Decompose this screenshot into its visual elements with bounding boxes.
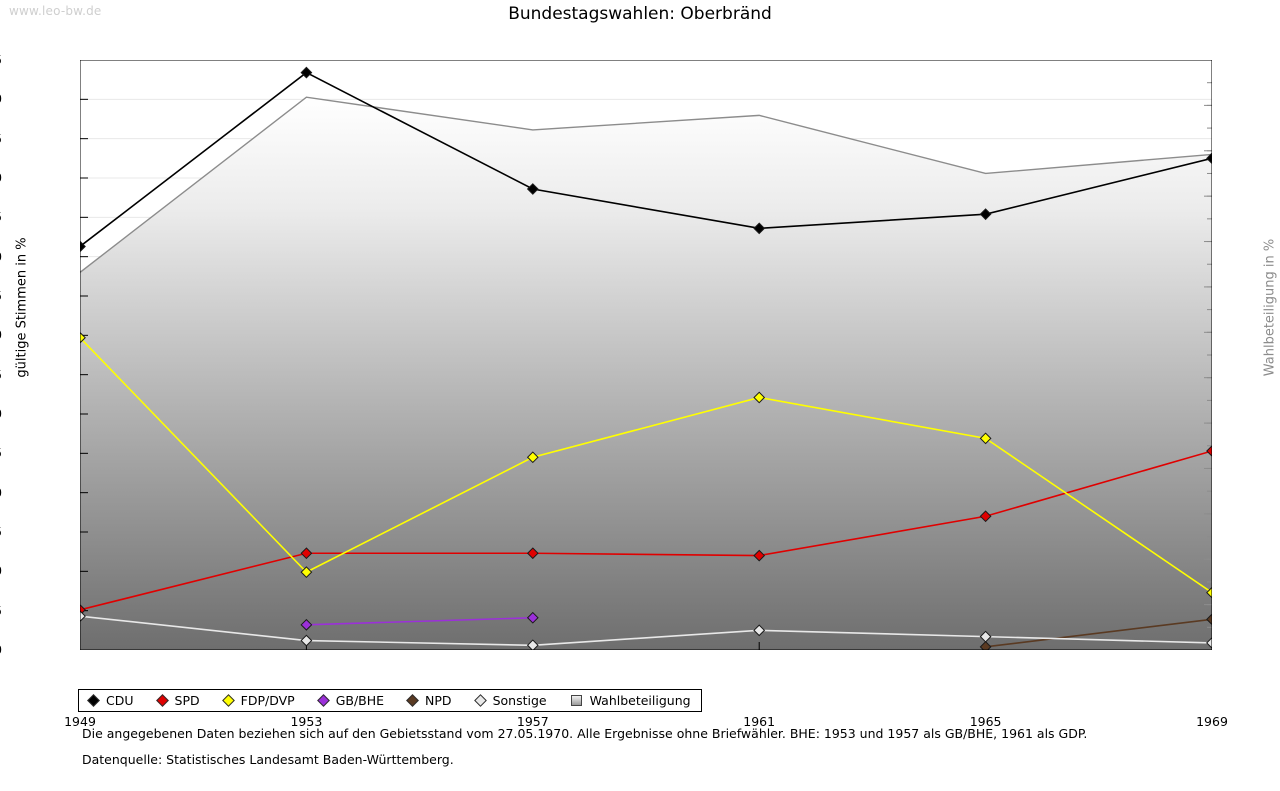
- wahlbeteiligung-area: [79, 96, 1213, 650]
- legend-item-spd[interactable]: SPD: [155, 693, 200, 708]
- legend-label: NPD: [425, 693, 452, 708]
- legend-label: Sonstige: [492, 693, 547, 708]
- left-tick-30: 30: [0, 407, 2, 421]
- data-point: [526, 547, 539, 560]
- data-point: [300, 634, 313, 647]
- left-tick-65: 65: [0, 132, 2, 146]
- legend-item-npd[interactable]: NPD: [406, 693, 452, 708]
- legend-label: GB/BHE: [335, 693, 385, 708]
- diamond-marker-icon: [473, 694, 487, 707]
- left-tick-55: 55: [0, 210, 2, 224]
- left-tick-60: 60: [0, 171, 2, 185]
- data-point: [526, 611, 539, 624]
- legend-label: Wahlbeteiligung: [589, 693, 691, 708]
- data-point: [526, 451, 539, 464]
- left-tick-75: 75: [0, 53, 2, 67]
- data-point: [300, 66, 313, 79]
- left-tick-50: 50: [0, 250, 2, 264]
- diamond-marker-icon: [221, 694, 235, 707]
- x-tick-1969: 1969: [1196, 714, 1228, 729]
- diamond-marker-icon: [87, 694, 100, 707]
- left-tick-5: 5: [0, 604, 2, 618]
- left-tick-35: 35: [0, 368, 2, 382]
- legend-item-fdp-dvp[interactable]: FDP/DVP: [221, 693, 295, 708]
- left-tick-25: 25: [0, 446, 2, 460]
- legend-item-sonstige[interactable]: Sonstige: [473, 693, 547, 708]
- legend-label: FDP/DVP: [240, 693, 295, 708]
- data-point: [753, 549, 766, 562]
- series-wahlbeteiligung: [79, 96, 1213, 650]
- series-layer: [74, 66, 1218, 653]
- legend-item-wahlbeteiligung[interactable]: Wahlbeteiligung: [570, 693, 691, 708]
- diamond-marker-icon: [406, 694, 419, 707]
- left-tick-40: 40: [0, 328, 2, 342]
- x-tick-1961: 1961: [743, 714, 776, 729]
- data-point: [753, 624, 766, 637]
- diamond-marker-icon: [155, 694, 169, 707]
- legend-item-cdu[interactable]: CDU: [87, 693, 134, 708]
- left-tick-10: 10: [0, 564, 2, 578]
- data-point: [526, 183, 539, 195]
- right-axis-title: Wahlbeteiligung in %: [1262, 238, 1278, 377]
- legend-item-gb-bhe[interactable]: GB/BHE: [316, 693, 385, 708]
- axis-ticks: [79, 59, 1213, 651]
- left-tick-70: 70: [0, 92, 2, 106]
- x-tick-1965: 1965: [969, 714, 1002, 729]
- left-tick-15: 15: [0, 525, 2, 539]
- data-point: [979, 432, 992, 445]
- data-point: [979, 630, 992, 643]
- series-gb-bhe: [300, 611, 539, 631]
- x-tick-1953: 1953: [290, 714, 323, 729]
- footnote-methodology: Die angegebenen Daten beziehen sich auf …: [82, 726, 1088, 741]
- legend-label: CDU: [106, 693, 134, 708]
- left-tick-45: 45: [0, 289, 2, 303]
- diamond-marker-icon: [316, 694, 330, 707]
- data-point: [300, 618, 313, 631]
- page-title: Bundestagswahlen: Oberbränd: [508, 4, 772, 24]
- left-axis-title: gültige Stimmen in %: [14, 237, 30, 378]
- legend-label: SPD: [174, 693, 200, 708]
- plot-svg: [74, 59, 1218, 653]
- data-point: [300, 547, 313, 560]
- data-point: [753, 391, 766, 404]
- data-point: [979, 510, 992, 523]
- watermark: www.leo-bw.de: [9, 4, 102, 18]
- left-tick-20: 20: [0, 486, 2, 500]
- wahlbeteiligung-swatch-icon: [570, 695, 582, 706]
- x-tick-1949: 1949: [64, 714, 96, 729]
- data-point: [300, 566, 313, 579]
- x-tick-1957: 1957: [516, 714, 549, 729]
- legend: CDU SPD FDP/DVP GB/BHE NPD Sonstige Wahlbeteil…: [78, 689, 702, 712]
- data-point: [979, 208, 992, 221]
- data-point: [753, 222, 766, 235]
- footnote-source: Datenquelle: Statistisches Landesamt Bad…: [82, 752, 454, 767]
- plot-area: 051015202530354045505560657075 303540455…: [0, 53, 1228, 729]
- left-tick-0: 0: [0, 643, 2, 657]
